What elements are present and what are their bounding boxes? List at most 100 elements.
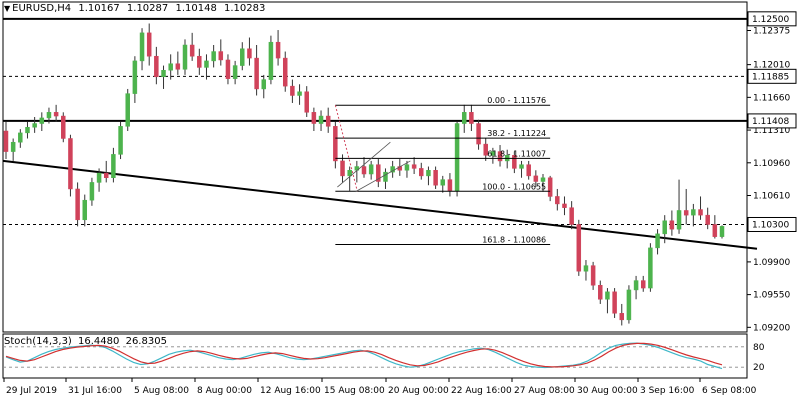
candle-body [691, 209, 696, 216]
candle-body [361, 166, 367, 175]
candle-body [447, 179, 453, 192]
candle-body [240, 48, 245, 66]
candle-body [404, 164, 410, 171]
stochastic-tick-label: 20 [753, 363, 765, 373]
candle-body [347, 170, 352, 177]
stochastic-frame [2, 333, 748, 379]
candle-body [512, 155, 517, 169]
price-level-box [747, 11, 797, 27]
candle-body [175, 63, 181, 70]
y-tick-label: 1.12375 [753, 27, 790, 37]
candle-body [419, 168, 424, 177]
stochastic-main-value: 16.4480 [78, 336, 120, 347]
stochastic-signal-value: 26.8305 [125, 336, 167, 347]
candle-body [139, 32, 145, 62]
candle-body [53, 112, 59, 117]
chart-header: ▼ EURUSD,H4 1.10167 1.10287 1.10148 1.102… [4, 3, 269, 14]
candle-body [103, 172, 109, 179]
candle-body [662, 220, 667, 235]
price-level-box [747, 113, 797, 129]
high-price: 1.10287 [126, 3, 169, 14]
candle-body [705, 214, 710, 225]
x-tick-label: 12 Aug 16:00 [260, 386, 321, 396]
candle-body [189, 44, 195, 57]
y-tick-label: 1.10960 [753, 159, 790, 169]
y-tick-label: 1.12010 [753, 61, 790, 71]
candle-body [325, 115, 331, 127]
x-tick-label: 20 Aug 00:00 [388, 386, 449, 396]
candle-body [3, 130, 9, 152]
candle-body [182, 44, 188, 70]
low-price: 1.10148 [175, 3, 217, 14]
dropdown-triangle-icon[interactable]: ▼ [4, 4, 11, 13]
x-tick-label: 27 Aug 08:00 [514, 386, 575, 396]
candle-body [39, 117, 45, 124]
candle-body [311, 112, 317, 124]
candle-body [10, 141, 16, 152]
candle-body [712, 224, 718, 237]
x-tick-label: 22 Aug 16:00 [451, 386, 512, 396]
price-level-label: 1.12500 [752, 15, 789, 25]
candle-body [275, 41, 281, 59]
candle-body [433, 170, 438, 186]
candle-body [411, 164, 417, 169]
candle-body [683, 210, 689, 216]
candle-body [168, 63, 173, 71]
y-tick-label: 1.11660 [753, 93, 790, 103]
candle-body [605, 291, 610, 300]
candle-body [218, 51, 224, 61]
candle-body [61, 115, 66, 139]
main-plot-frame [2, 1, 748, 333]
candle-body [118, 126, 123, 155]
channel-line [337, 141, 391, 188]
candle-body [18, 132, 23, 143]
stochastic-name: Stoch(14,3,3) [4, 336, 72, 347]
candle-body [297, 91, 302, 96]
y-tick-label: 1.10610 [753, 192, 790, 202]
price-level-box [747, 68, 797, 84]
candle-body [154, 55, 159, 78]
candle-body [254, 57, 259, 90]
candle-body [368, 164, 374, 175]
candle-body [333, 126, 338, 162]
candle-body [547, 177, 553, 197]
candle-body [569, 207, 574, 225]
candle-body [669, 220, 675, 230]
candle-body [340, 160, 345, 177]
candle-body [376, 164, 381, 182]
candle-body [304, 91, 309, 113]
price-level-label: 1.11408 [752, 117, 789, 127]
x-tick-label: 3 Sep 16:00 [640, 386, 695, 396]
candle-body [490, 151, 496, 156]
candle-body [261, 79, 267, 90]
candle-body [655, 233, 660, 249]
candle-body [562, 203, 567, 208]
candle-body [146, 32, 152, 57]
candle-body [268, 41, 274, 80]
candle-body [519, 164, 524, 169]
stochastic-tick-label: 80 [753, 343, 765, 353]
x-tick-label: 30 Aug 00:00 [577, 386, 638, 396]
x-tick-label: 8 Aug 00:00 [197, 386, 252, 396]
candle-body [68, 138, 73, 190]
candle-body [483, 143, 488, 156]
candle-body [469, 112, 474, 124]
candle-body [247, 48, 252, 59]
x-tick-label: 29 Jul 2019 [6, 386, 57, 396]
candle-body [633, 280, 639, 291]
candle-body [89, 182, 95, 201]
stochastic-label: Stoch(14,3,3) 16.4480 26.8305 [4, 336, 170, 347]
candle-body [232, 65, 238, 79]
fibonacci-level-label: 38.2 - 1.11224 [487, 129, 546, 138]
candle-body [612, 291, 617, 314]
candle-body [426, 170, 431, 177]
channel-line [355, 160, 411, 193]
candle-body [290, 85, 295, 96]
fibonacci-trend-line [334, 105, 358, 192]
open-price: 1.10167 [78, 3, 120, 14]
candle-body [476, 123, 481, 145]
candle-body [497, 151, 503, 162]
candle-body [526, 164, 531, 177]
